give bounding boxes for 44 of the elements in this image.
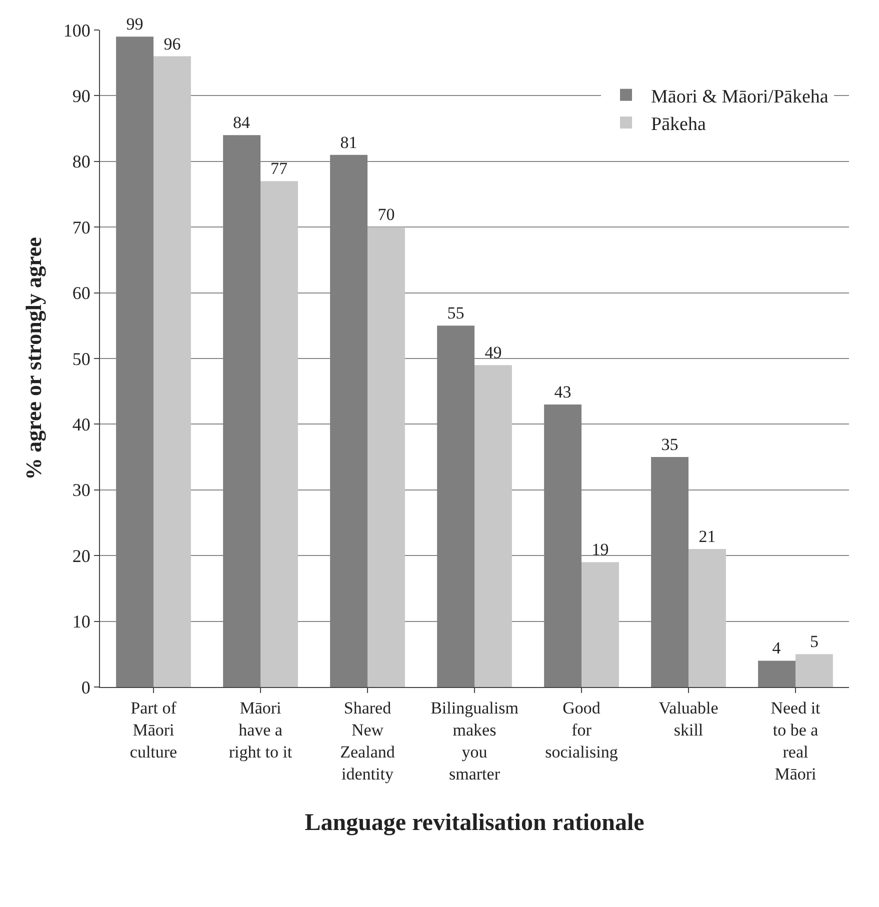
y-tick-label: 70 [72, 217, 90, 238]
data-label: 19 [592, 540, 609, 560]
y-axis-title: % agree or strongly agree [21, 236, 46, 480]
x-tick-label: Good for socialising [545, 698, 618, 762]
bar [796, 654, 833, 687]
x-tick-label: Part of Māori culture [130, 698, 178, 762]
y-tick-label: 50 [72, 348, 90, 369]
y-tick-label: 80 [72, 152, 90, 172]
legend-label: Pākeha [651, 114, 706, 135]
x-axis-title: Language revitalisation rationale [304, 810, 645, 836]
x-tick-label: Māori have a right to it [228, 698, 292, 762]
data-label: 21 [698, 527, 716, 546]
bar [582, 562, 619, 687]
y-tick-label: 90 [72, 86, 90, 106]
data-label: 77 [270, 159, 288, 178]
data-label: 70 [378, 205, 395, 224]
bar [758, 660, 796, 687]
x-tick-label: Shared New Zealand identity [340, 698, 396, 784]
y-tick-label: 0 [81, 677, 90, 698]
bar [688, 549, 726, 687]
data-label: 84 [233, 113, 251, 132]
y-tick-label: 20 [72, 546, 90, 566]
data-label: 81 [340, 132, 358, 152]
y-tick-label: 60 [72, 283, 90, 304]
bar [154, 56, 191, 687]
data-label: 49 [484, 343, 502, 362]
data-label: 96 [164, 34, 181, 54]
data-label: 55 [447, 304, 464, 323]
legend-label: Māori & Māori/Pākeha [651, 86, 829, 108]
data-label: 5 [810, 632, 818, 652]
data-label: 43 [554, 382, 572, 402]
x-tick-label: Bilingualism makes you smarter [430, 698, 518, 784]
y-tick-label: 40 [72, 414, 90, 434]
x-tick-label: Need it to be a real Māori [770, 698, 821, 784]
y-tick-label: 100 [63, 20, 90, 40]
x-tick-label: Valuable skill [658, 698, 718, 740]
bar [368, 227, 405, 687]
data-label: 4 [772, 638, 782, 658]
data-label: 35 [661, 435, 678, 454]
bar [260, 181, 298, 687]
bar [474, 365, 512, 687]
data-label: 99 [126, 14, 144, 34]
y-tick-label: 30 [72, 480, 90, 500]
y-tick-label: 10 [72, 612, 90, 632]
